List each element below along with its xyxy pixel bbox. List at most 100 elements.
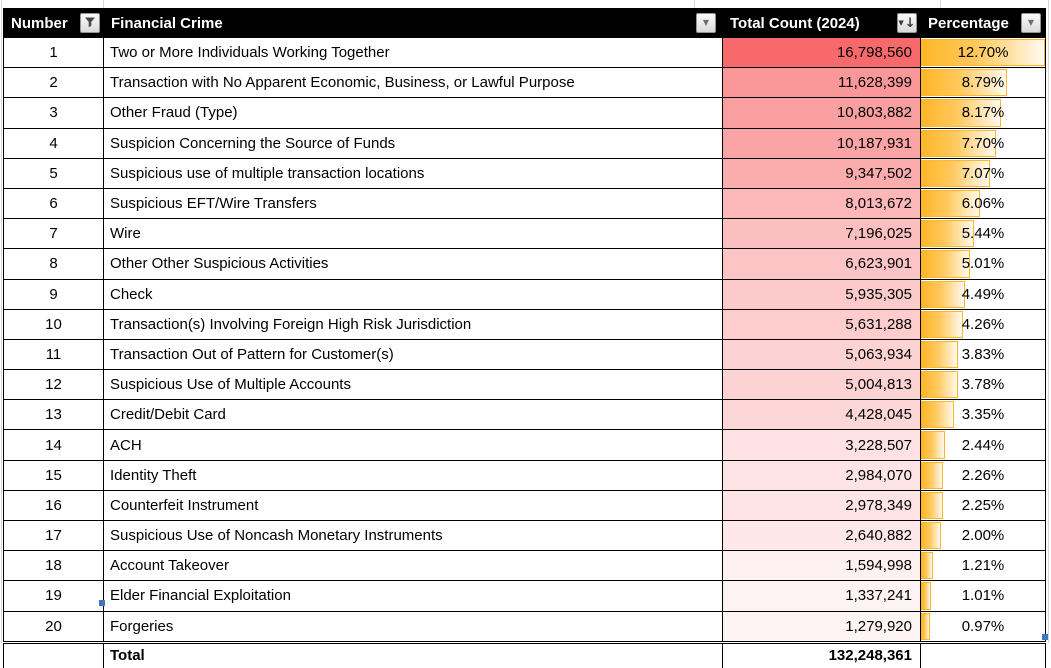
number-cell[interactable]: 14 xyxy=(3,429,104,461)
financial-crime-cell[interactable]: Elder Financial Exploitation xyxy=(103,580,723,612)
total-count-cell[interactable]: 8,013,672 xyxy=(722,187,921,220)
table-resize-handle[interactable] xyxy=(1042,634,1048,640)
total-count-cell[interactable]: 5,004,813 xyxy=(722,369,921,401)
financial-crime-cell[interactable]: Transaction(s) Involving Foreign High Ri… xyxy=(103,308,723,340)
total-count-cell[interactable]: 1,279,920 xyxy=(722,610,921,643)
total-count-cell[interactable]: 11,628,399 xyxy=(722,67,921,99)
number-cell[interactable]: 15 xyxy=(3,459,104,491)
table-row: 18 Account Takeover 1,594,998 1.21% xyxy=(3,550,1046,582)
number-cell[interactable]: 16 xyxy=(3,489,104,522)
financial-crime-cell[interactable]: Forgeries xyxy=(103,610,723,643)
number-cell[interactable]: 5 xyxy=(3,157,104,189)
total-count-cell[interactable]: 5,631,288 xyxy=(722,308,921,340)
total-count-cell[interactable]: 2,978,349 xyxy=(722,489,921,522)
percentage-cell[interactable]: 2.26% xyxy=(920,459,1046,491)
total-count-cell[interactable]: 2,984,070 xyxy=(722,459,921,491)
percentage-filter-button[interactable]: ▼ xyxy=(1021,13,1041,33)
number-filter-button[interactable] xyxy=(80,13,100,33)
percentage-cell[interactable]: 3.83% xyxy=(920,338,1046,371)
percentage-cell[interactable]: 7.70% xyxy=(920,127,1046,159)
number-cell[interactable]: 8 xyxy=(3,248,104,280)
financial-crime-cell[interactable]: Credit/Debit Card xyxy=(103,399,723,431)
percentage-cell[interactable]: 4.49% xyxy=(920,278,1046,310)
financial-crime-cell[interactable]: Two or More Individuals Working Together xyxy=(103,36,723,69)
total-count-cell[interactable]: 6,623,901 xyxy=(722,248,921,280)
table-row: 6 Suspicious EFT/Wire Transfers 8,013,672 6… xyxy=(3,187,1046,220)
financial-crime-cell[interactable]: Suspicious use of multiple transaction l… xyxy=(103,157,723,189)
total-count-cell[interactable]: 9,347,502 xyxy=(722,157,921,189)
total-count-cell[interactable]: 16,798,560 xyxy=(722,36,921,69)
number-cell[interactable]: 13 xyxy=(3,399,104,431)
table-row: 1 Two or More Individuals Working Togethe… xyxy=(3,36,1046,69)
total-count-cell[interactable]: 3,228,507 xyxy=(722,429,921,461)
number-cell[interactable]: 2 xyxy=(3,67,104,99)
financial-crime-cell[interactable]: Other Fraud (Type) xyxy=(103,97,723,129)
number-cell[interactable]: 11 xyxy=(3,338,104,371)
financial-crime-cell[interactable]: Suspicious Use of Multiple Accounts xyxy=(103,369,723,401)
percentage-cell[interactable]: 1.01% xyxy=(920,580,1046,612)
percentage-cell[interactable]: 8.17% xyxy=(920,97,1046,129)
number-cell[interactable]: 19 xyxy=(3,580,104,612)
percentage-cell[interactable]: 3.35% xyxy=(920,399,1046,431)
percentage-cell[interactable]: 0.97% xyxy=(920,610,1046,643)
financial-crime-cell[interactable]: Identity Theft xyxy=(103,459,723,491)
percentage-cell[interactable]: 2.25% xyxy=(920,489,1046,522)
number-cell[interactable]: 9 xyxy=(3,278,104,310)
total-count-cell[interactable]: 10,187,931 xyxy=(722,127,921,159)
table-corner-handle[interactable] xyxy=(99,600,105,606)
percentage-value: 4.49% xyxy=(961,285,1005,303)
total-count-cell[interactable]: 10,803,882 xyxy=(722,97,921,129)
total-count-cell[interactable]: 4,428,045 xyxy=(722,399,921,431)
column-header-percentage: Percentage ▼ xyxy=(920,8,1046,38)
percentage-cell[interactable]: 8.79% xyxy=(920,67,1046,99)
percentage-cell[interactable]: 1.21% xyxy=(920,550,1046,582)
total-count-cell[interactable]: 7,196,025 xyxy=(722,218,921,250)
financial-crime-filter-button[interactable]: ▼ xyxy=(696,13,716,33)
number-cell[interactable]: 10 xyxy=(3,308,104,340)
total-row-label-cell[interactable]: Total xyxy=(103,640,723,668)
percentage-cell[interactable]: 3.78% xyxy=(920,369,1046,401)
percentage-cell[interactable]: 5.01% xyxy=(920,248,1046,280)
financial-crime-cell[interactable]: ACH xyxy=(103,429,723,461)
financial-crime-cell[interactable]: Suspicious Use of Noncash Monetary Instr… xyxy=(103,519,723,552)
number-cell[interactable]: 3 xyxy=(3,97,104,129)
number-cell[interactable]: 18 xyxy=(3,550,104,582)
financial-crime-cell[interactable]: Suspicious EFT/Wire Transfers xyxy=(103,187,723,220)
table-row: 10 Transaction(s) Involving Foreign High … xyxy=(3,308,1046,340)
number-cell[interactable]: 7 xyxy=(3,218,104,250)
total-count-cell[interactable]: 1,594,998 xyxy=(722,550,921,582)
number-cell[interactable]: 1 xyxy=(3,36,104,69)
table-row: 13 Credit/Debit Card 4,428,045 3.35% xyxy=(3,399,1046,431)
financial-crime-cell[interactable]: Transaction Out of Pattern for Customer(… xyxy=(103,338,723,371)
total-count-cell[interactable]: 1,337,241 xyxy=(722,580,921,612)
percentage-cell[interactable]: 6.06% xyxy=(920,187,1046,220)
total-count-sort-filter-button[interactable]: ▼ ↓ xyxy=(897,13,917,33)
number-cell[interactable]: 12 xyxy=(3,369,104,401)
column-header-label: Financial Crime xyxy=(111,14,223,32)
column-header-label: Total Count (2024) xyxy=(730,14,860,32)
percentage-cell[interactable]: 12.70% xyxy=(920,36,1046,69)
total-count-cell[interactable]: 5,063,934 xyxy=(722,338,921,371)
financial-crime-cell[interactable]: Transaction with No Apparent Economic, B… xyxy=(103,67,723,99)
total-row-percentage-cell[interactable] xyxy=(920,640,1046,668)
percentage-cell[interactable]: 2.00% xyxy=(920,519,1046,552)
financial-crime-cell[interactable]: Wire xyxy=(103,218,723,250)
percentage-cell[interactable]: 5.44% xyxy=(920,218,1046,250)
percentage-cell[interactable]: 7.07% xyxy=(920,157,1046,189)
financial-crime-cell[interactable]: Account Takeover xyxy=(103,550,723,582)
total-count-cell[interactable]: 2,640,882 xyxy=(722,519,921,552)
number-cell[interactable]: 6 xyxy=(3,187,104,220)
number-cell[interactable]: 20 xyxy=(3,610,104,643)
number-cell[interactable]: 17 xyxy=(3,519,104,552)
total-count-cell[interactable]: 5,935,305 xyxy=(722,278,921,310)
financial-crime-cell[interactable]: Counterfeit Instrument xyxy=(103,489,723,522)
percentage-cell[interactable]: 2.44% xyxy=(920,429,1046,461)
chevron-down-icon: ▼ xyxy=(702,18,710,27)
total-row-count-cell[interactable]: 132,248,361 xyxy=(722,640,921,668)
financial-crime-cell[interactable]: Check xyxy=(103,278,723,310)
number-cell[interactable]: 4 xyxy=(3,127,104,159)
financial-crime-cell[interactable]: Other Other Suspicious Activities xyxy=(103,248,723,280)
total-row-number-cell[interactable] xyxy=(3,640,104,668)
percentage-cell[interactable]: 4.26% xyxy=(920,308,1046,340)
financial-crime-cell[interactable]: Suspicion Concerning the Source of Funds xyxy=(103,127,723,159)
